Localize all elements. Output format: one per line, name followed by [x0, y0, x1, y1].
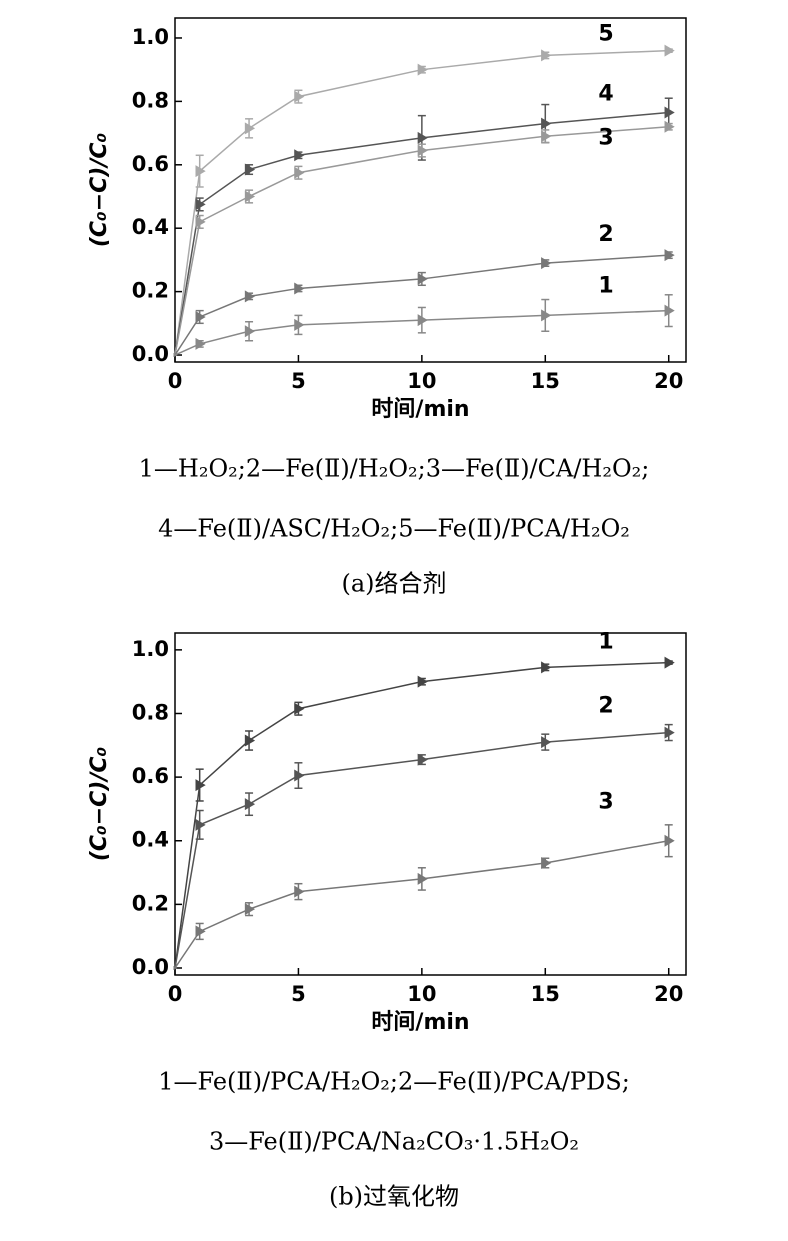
marker [541, 117, 552, 130]
marker [541, 661, 552, 674]
x-tick-label: 10 [407, 982, 436, 1006]
marker [664, 120, 675, 133]
y-tick-label: 0.8 [132, 700, 169, 724]
x-axis-label: 时间/min [371, 1010, 469, 1035]
marker [195, 310, 206, 323]
series-label: 4 [598, 81, 613, 106]
plot-frame [174, 632, 687, 976]
y-tick-label: 0.6 [132, 764, 169, 788]
marker [294, 90, 305, 103]
marker [294, 318, 305, 331]
marker [417, 314, 428, 327]
marker [541, 309, 552, 322]
marker [244, 122, 256, 135]
y-tick-label: 0.2 [132, 279, 169, 303]
y-tick-label: 0.0 [132, 955, 169, 979]
marker [294, 166, 305, 179]
x-tick-label: 10 [407, 369, 436, 393]
subfigure-caption: (a)络合剂 [341, 570, 446, 598]
marker [195, 215, 206, 228]
legend-caption: 1—Fe(Ⅱ)/PCA/H₂O₂;2—Fe(Ⅱ)/PCA/PDS; [158, 1068, 630, 1096]
series-label: 5 [598, 22, 613, 47]
x-tick-label: 0 [168, 369, 183, 393]
marker [294, 769, 305, 782]
marker [417, 144, 428, 157]
marker [541, 49, 552, 62]
marker [244, 190, 256, 203]
x-tick-label: 5 [291, 369, 306, 393]
x-axis-label: 时间/min [371, 397, 469, 422]
marker [417, 131, 428, 144]
x-tick-label: 20 [654, 369, 683, 393]
legend-caption: 4—Fe(Ⅱ)/ASC/H₂O₂;5—Fe(Ⅱ)/PCA/H₂O₂ [158, 515, 630, 543]
marker [417, 63, 428, 76]
y-axis-label: (C₀−C)/C₀ [87, 132, 112, 247]
series-label: 1 [598, 630, 613, 655]
y-axis-label: (C₀−C)/C₀ [87, 746, 112, 861]
marker [294, 702, 305, 715]
x-tick-label: 15 [531, 982, 560, 1006]
series-label: 3 [598, 126, 613, 151]
marker [541, 257, 552, 270]
marker [541, 736, 552, 749]
x-tick-label: 20 [654, 982, 683, 1006]
y-tick-label: 0.4 [132, 215, 169, 239]
marker [195, 818, 206, 831]
marker [664, 249, 675, 262]
y-tick-label: 0.0 [132, 342, 169, 366]
series-label: 3 [598, 790, 613, 815]
marker [195, 337, 206, 350]
y-tick-label: 0.8 [132, 88, 169, 112]
marker [244, 290, 256, 303]
marker [417, 272, 428, 285]
subfigure-caption: (b)过氧化物 [329, 1183, 459, 1211]
marker [664, 44, 675, 57]
marker [244, 903, 256, 916]
marker [195, 165, 206, 178]
marker [173, 353, 177, 358]
marker [244, 734, 256, 747]
marker [664, 304, 675, 317]
plot-frame [174, 17, 687, 363]
x-tick-label: 5 [291, 982, 306, 1006]
y-tick-label: 0.2 [132, 891, 169, 915]
marker [195, 198, 206, 211]
series-line [174, 731, 669, 969]
y-tick-label: 1.0 [132, 25, 169, 49]
marker [417, 872, 428, 885]
marker [664, 656, 675, 669]
marker [417, 675, 428, 688]
legend-caption: 3—Fe(Ⅱ)/PCA/Na₂CO₃·1.5H₂O₂ [209, 1128, 579, 1156]
marker [541, 130, 552, 143]
marker [244, 163, 256, 176]
marker [541, 857, 552, 870]
y-tick-label: 0.4 [132, 828, 169, 852]
x-tick-label: 15 [531, 369, 560, 393]
marker [294, 885, 305, 898]
marker [244, 325, 256, 338]
series-label: 1 [598, 274, 613, 299]
y-tick-label: 1.0 [132, 637, 169, 661]
marker [244, 798, 256, 811]
x-tick-label: 0 [168, 982, 183, 1006]
marker [417, 753, 428, 766]
marker [195, 925, 206, 938]
series-label: 2 [598, 222, 613, 247]
marker [664, 106, 675, 119]
marker [294, 282, 305, 295]
series-label: 2 [598, 694, 613, 719]
y-tick-label: 0.6 [132, 152, 169, 176]
marker [173, 966, 177, 971]
legend-caption: 1—H₂O₂;2—Fe(Ⅱ)/H₂O₂;3—Fe(Ⅱ)/CA/H₂O₂; [139, 455, 650, 483]
marker [664, 834, 675, 847]
marker [664, 726, 675, 739]
marker [294, 149, 305, 162]
marker [195, 779, 206, 792]
